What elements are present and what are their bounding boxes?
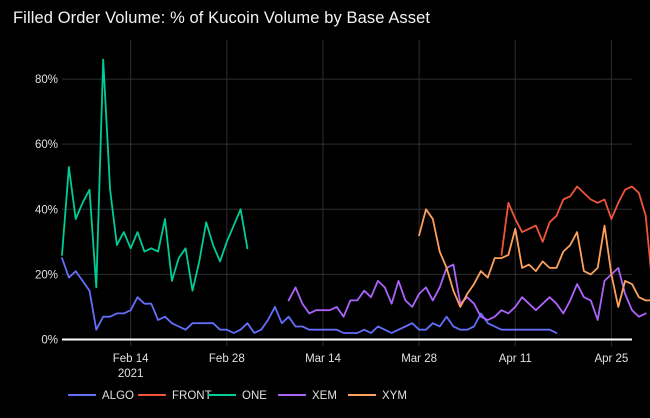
legend: ALGO FRONT ONE XEM XYM: [68, 390, 407, 402]
legend-item-xym[interactable]: XYM: [348, 390, 407, 402]
y-tick-label: 60%: [35, 139, 58, 151]
legend-label: ALGO: [102, 390, 134, 402]
series-layer: [61, 58, 650, 334]
legend-label: XYM: [382, 390, 407, 402]
y-gridlines: [62, 78, 632, 275]
x-tick-label: Apr 11: [499, 353, 532, 365]
series-line-one: [61, 58, 249, 292]
x-axis-ticks: Feb 14 2021 Feb 28 Mar 14 Mar 28 Apr 11 Apr 25: [113, 353, 629, 380]
x-gridlines: [130, 40, 612, 346]
legend-item-xem[interactable]: XEM: [278, 390, 337, 402]
x-tick-label: Feb 28: [209, 353, 245, 365]
x-tick-label: Mar 14: [305, 353, 341, 365]
legend-item-front[interactable]: FRONT: [138, 390, 212, 402]
x-tick-sublabel: 2021: [118, 368, 144, 380]
series-line-xym: [418, 208, 650, 308]
legend-label: FRONT: [172, 390, 212, 402]
legend-item-algo[interactable]: ALGO: [68, 390, 134, 402]
series-line-algo: [61, 257, 558, 334]
x-tick-label: Apr 25: [594, 353, 628, 365]
legend-label: ONE: [242, 390, 267, 402]
legend-item-one[interactable]: ONE: [208, 390, 267, 402]
chart-title: Filled Order Volume: % of Kucoin Volume …: [13, 9, 431, 27]
x-tick-label: Mar 28: [401, 353, 437, 365]
series-line-xem: [287, 263, 647, 321]
y-tick-label: 20%: [35, 269, 58, 281]
y-axis-ticks: 0% 20% 40% 60% 80%: [35, 74, 58, 346]
legend-label: XEM: [312, 390, 337, 402]
x-tick-label: Feb 14: [113, 353, 149, 365]
y-tick-label: 40%: [35, 204, 58, 216]
y-tick-label: 80%: [35, 74, 58, 86]
y-tick-label: 0%: [41, 334, 58, 346]
series-line-front: [500, 185, 650, 270]
